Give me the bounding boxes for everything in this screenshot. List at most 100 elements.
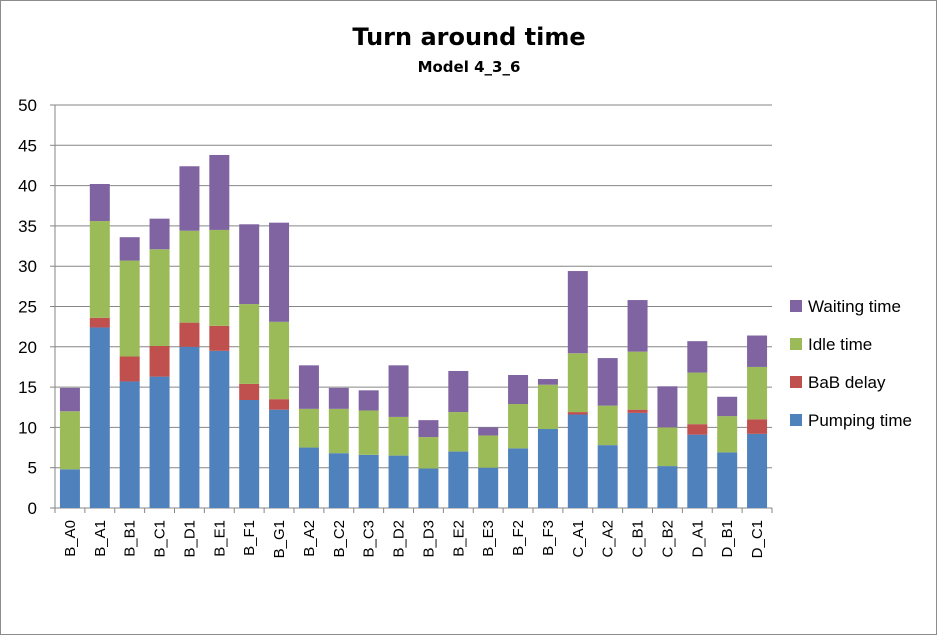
- y-tick-label: 0: [28, 499, 37, 518]
- y-tick-label: 35: [18, 217, 37, 236]
- y-tick-label: 15: [18, 378, 37, 397]
- bar-segment-bab-delay: [567, 412, 588, 415]
- x-tick-label: C_B2: [659, 520, 676, 558]
- bar-segment-idle-time: [448, 412, 469, 452]
- y-tick-label: 45: [18, 136, 37, 155]
- x-tick-label: B_B1: [122, 520, 139, 557]
- bar-segment-waiting-time: [358, 390, 379, 411]
- legend-swatch: [790, 300, 802, 312]
- legend: Waiting time Idle time BaB delay Pumping ti…: [790, 297, 912, 430]
- x-tick-label: D_C1: [749, 520, 766, 558]
- bar-segment-idle-time: [328, 408, 349, 454]
- bar-segment-idle-time: [657, 427, 678, 467]
- bar-segment-idle-time: [239, 304, 260, 384]
- bar-segment-waiting-time: [239, 224, 260, 305]
- bar-segment-waiting-time: [149, 218, 170, 250]
- x-tick-label: B_E2: [450, 520, 467, 557]
- y-tick-label: 10: [18, 418, 37, 437]
- bar-segment-pumping-time: [747, 433, 768, 508]
- x-tick-label: C_B1: [630, 520, 647, 558]
- bar-segment-bab-delay: [179, 322, 200, 347]
- bar-segment-pumping-time: [239, 399, 260, 508]
- bar-segment-idle-time: [149, 249, 170, 346]
- bar-segment-waiting-time: [119, 237, 140, 261]
- bar-segment-pumping-time: [597, 445, 618, 508]
- bar-segment-idle-time: [89, 221, 110, 318]
- y-tick-label: 25: [18, 298, 37, 317]
- bar-segment-bab-delay: [627, 409, 648, 413]
- bar-segment-idle-time: [179, 230, 200, 323]
- bar-segment-waiting-time: [567, 271, 588, 354]
- x-tick-label: B_F1: [241, 520, 258, 556]
- x-tick-label: B_D1: [181, 520, 198, 558]
- bar-segment-idle-time: [597, 405, 618, 446]
- bar-segment-pumping-time: [627, 412, 648, 508]
- bar-segment-bab-delay: [239, 383, 260, 400]
- bar-segment-waiting-time: [508, 375, 529, 405]
- bar-segment-idle-time: [478, 435, 499, 468]
- x-tick-label: B_F3: [540, 520, 557, 556]
- legend-swatch: [790, 376, 802, 388]
- bar-segment-waiting-time: [269, 222, 290, 322]
- x-tick-label: B_D2: [391, 520, 408, 558]
- x-tick-label: B_E1: [211, 520, 228, 557]
- bar-segment-bab-delay: [747, 419, 768, 434]
- bar-segment-idle-time: [209, 229, 230, 326]
- x-tick-label: B_F2: [510, 520, 527, 556]
- bar-segment-pumping-time: [687, 434, 708, 508]
- bar-segment-pumping-time: [448, 451, 469, 508]
- bar-segment-pumping-time: [717, 452, 738, 508]
- bar-segment-idle-time: [687, 372, 708, 425]
- bar-segment-bab-delay: [119, 356, 140, 382]
- x-tick-label: B_E3: [480, 520, 497, 557]
- bar-segment-idle-time: [567, 353, 588, 413]
- legend-label: Pumping time: [808, 411, 912, 430]
- bar-segment-waiting-time: [448, 370, 469, 413]
- bars-group: [59, 154, 768, 508]
- bar-segment-pumping-time: [59, 469, 80, 508]
- bar-segment-waiting-time: [59, 387, 80, 412]
- bar-segment-pumping-time: [179, 346, 200, 508]
- bar-segment-idle-time: [59, 411, 80, 470]
- x-tick-label: B_A1: [92, 520, 109, 557]
- bar-segment-idle-time: [269, 321, 290, 400]
- bar-segment-pumping-time: [478, 467, 499, 508]
- bar-segment-waiting-time: [627, 300, 648, 352]
- bar-segment-idle-time: [388, 416, 409, 456]
- bar-segment-pumping-time: [388, 455, 409, 508]
- y-tick-label: 30: [18, 257, 37, 276]
- x-tick-label: C_A2: [600, 520, 617, 558]
- bar-segment-waiting-time: [717, 396, 738, 417]
- bar-segment-bab-delay: [687, 424, 708, 435]
- x-tick-label: B_C3: [361, 520, 378, 558]
- bar-segment-pumping-time: [567, 414, 588, 508]
- bar-segment-waiting-time: [597, 358, 618, 406]
- bar-segment-idle-time: [418, 437, 439, 469]
- bar-segment-waiting-time: [537, 379, 558, 385]
- x-tick-label: B_G1: [271, 520, 288, 558]
- bar-segment-pumping-time: [418, 468, 439, 508]
- bar-segment-idle-time: [717, 416, 738, 453]
- bar-segment-waiting-time: [687, 341, 708, 373]
- bar-segment-waiting-time: [418, 420, 439, 438]
- chart-subtitle: Model 4_3_6: [418, 58, 521, 76]
- bar-segment-pumping-time: [508, 448, 529, 508]
- x-tick-label: D_B1: [719, 520, 736, 558]
- legend-label: Idle time: [808, 335, 872, 354]
- bar-segment-waiting-time: [209, 154, 230, 230]
- bar-segment-bab-delay: [209, 325, 230, 351]
- x-tick-label: C_A1: [570, 520, 587, 558]
- x-tick-label: B_A0: [62, 520, 79, 557]
- bar-segment-idle-time: [119, 260, 140, 357]
- x-tick-label: D_A1: [689, 520, 706, 558]
- bar-segment-waiting-time: [298, 365, 319, 409]
- bar-segment-pumping-time: [89, 327, 110, 508]
- bar-segment-idle-time: [298, 408, 319, 448]
- bar-segment-waiting-time: [89, 183, 110, 222]
- bar-segment-waiting-time: [478, 427, 499, 436]
- bar-segment-bab-delay: [269, 399, 290, 410]
- x-tick-label: B_A2: [301, 520, 318, 557]
- bar-segment-pumping-time: [209, 350, 230, 508]
